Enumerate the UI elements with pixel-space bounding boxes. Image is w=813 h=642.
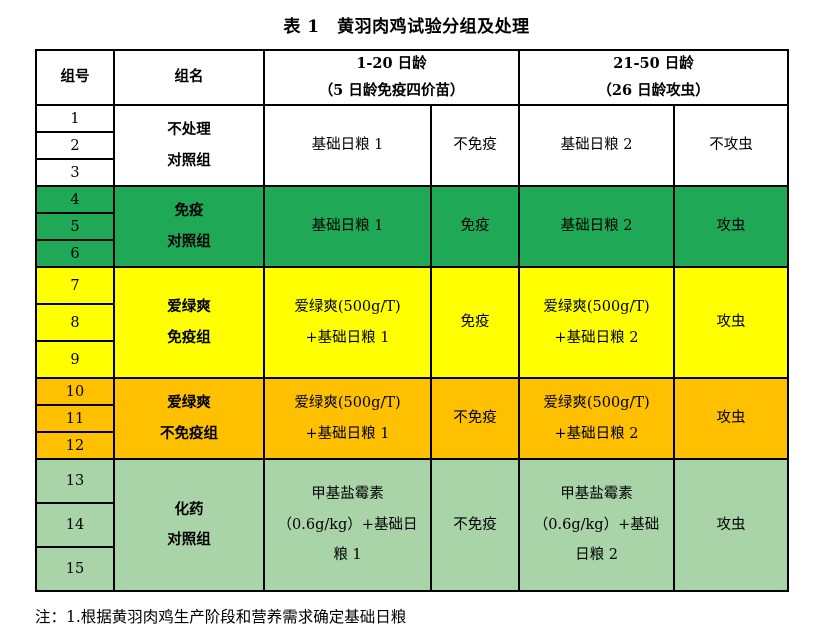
group-no-cell: 9	[35, 340, 115, 379]
group-no-cell: 5	[35, 212, 115, 241]
phase1-diet-cell: 爱绿爽(500g/T) +基础日粮 1	[263, 266, 432, 379]
immunization-cell: 免疫	[429, 266, 521, 379]
immunization-cell: 不免疫	[429, 458, 521, 592]
header-group-no: 组号	[35, 49, 115, 106]
challenge-cell: 攻虫	[673, 458, 790, 592]
challenge-cell: 攻虫	[673, 266, 790, 379]
group-no-cell: 3	[35, 158, 115, 187]
phase2-diet-cell: 爱绿爽(500g/T) +基础日粮 2	[518, 266, 676, 379]
group-no-cell: 14	[35, 502, 115, 548]
group-no-cell: 10	[35, 377, 115, 406]
group-name-cell: 不处理 对照组	[113, 104, 265, 187]
group-no-cell: 7	[35, 266, 115, 305]
header-row: 组号 组名 1-20 日龄 （5 日龄免疫四价苗） 21-50 日龄 （26 日…	[35, 49, 790, 106]
challenge-cell: 攻虫	[673, 377, 790, 460]
phase1-diet-cell: 爱绿爽(500g/T) +基础日粮 1	[263, 377, 432, 460]
experiment-grouping-table: 组号 组名 1-20 日龄 （5 日龄免疫四价苗） 21-50 日龄 （26 日…	[35, 49, 790, 592]
phase1-diet-cell: 甲基盐霉素 （0.6g/kg）+基础日 粮 1	[263, 458, 432, 592]
table-row: 7 爱绿爽 免疫组 爱绿爽(500g/T) +基础日粮 1 免疫 爱绿爽(500…	[35, 266, 790, 379]
group-name-cell: 免疫 对照组	[113, 185, 265, 268]
immunization-cell: 不免疫	[429, 104, 521, 187]
challenge-cell: 攻虫	[673, 185, 790, 268]
phase1-diet-cell: 基础日粮 1	[263, 104, 432, 187]
group-name-cell: 爱绿爽 免疫组	[113, 266, 265, 379]
group-no-cell: 12	[35, 431, 115, 460]
group-no-cell: 1	[35, 104, 115, 133]
immunization-cell: 不免疫	[429, 377, 521, 460]
table-row: 4 免疫 对照组 基础日粮 1 免疫 基础日粮 2 攻虫	[35, 185, 790, 268]
table-row: 10 爱绿爽 不免疫组 爱绿爽(500g/T) +基础日粮 1 不免疫 爱绿爽(…	[35, 377, 790, 460]
group-no-cell: 11	[35, 404, 115, 433]
immunization-cell: 免疫	[429, 185, 521, 268]
phase1-diet-cell: 基础日粮 1	[263, 185, 432, 268]
phase2-diet-cell: 基础日粮 2	[518, 104, 676, 187]
challenge-cell: 不攻虫	[673, 104, 790, 187]
group-no-cell: 6	[35, 239, 115, 268]
header-group-name: 组名	[113, 49, 265, 106]
table-title: 表 1 黄羽肉鸡试验分组及处理	[283, 17, 530, 37]
group-name-cell: 爱绿爽 不免疫组	[113, 377, 265, 460]
header-phase2: 21-50 日龄 （26 日龄攻虫）	[518, 49, 790, 106]
group-no-cell: 13	[35, 458, 115, 504]
table-row: 13 化药 对照组 甲基盐霉素 （0.6g/kg）+基础日 粮 1 不免疫 甲基…	[35, 458, 790, 592]
table-row: 1 不处理 对照组 基础日粮 1 不免疫 基础日粮 2 不攻虫	[35, 104, 790, 187]
group-no-cell: 4	[35, 185, 115, 214]
phase2-diet-cell: 基础日粮 2	[518, 185, 676, 268]
phase2-diet-cell: 爱绿爽(500g/T) +基础日粮 2	[518, 377, 676, 460]
group-no-cell: 15	[35, 546, 115, 592]
header-phase1: 1-20 日龄 （5 日龄免疫四价苗）	[262, 49, 521, 106]
group-no-cell: 2	[35, 131, 115, 160]
group-name-cell: 化药 对照组	[113, 458, 265, 592]
footnote: 注：1.根据黄羽肉鸡生产阶段和营养需求确定基础日粮	[35, 608, 407, 626]
phase2-diet-cell: 甲基盐霉素 （0.6g/kg）+基础 日粮 2	[518, 458, 676, 592]
group-no-cell: 8	[35, 303, 115, 342]
